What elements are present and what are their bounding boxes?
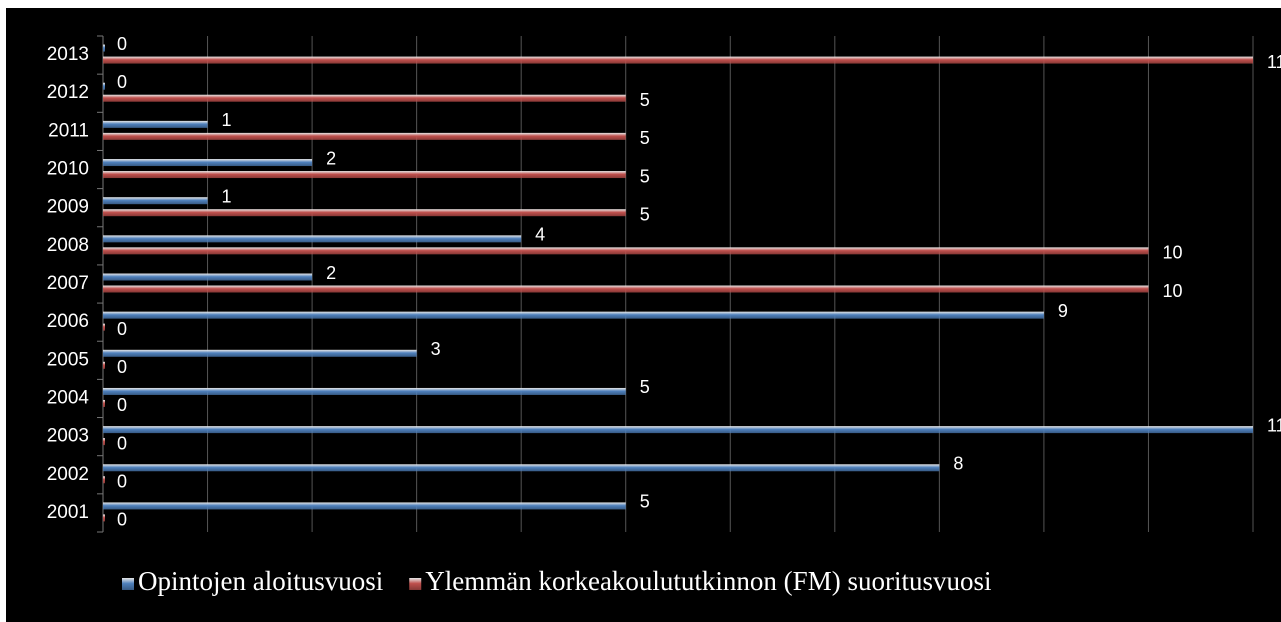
bar: [103, 311, 1044, 319]
data-label: 11: [1267, 415, 1281, 435]
bar: [103, 323, 105, 331]
data-label: 2: [326, 148, 336, 168]
bar: [103, 235, 522, 243]
data-label: 5: [640, 204, 650, 224]
data-label: 11: [1267, 52, 1281, 72]
bar: [103, 120, 208, 128]
y-tick-label: 2001: [47, 502, 89, 523]
bar: [103, 197, 208, 205]
data-label: 0: [117, 319, 127, 339]
legend-swatch: [122, 578, 134, 590]
y-tick-label: 2003: [47, 426, 89, 447]
bar: [103, 399, 105, 407]
bar: [103, 44, 105, 52]
data-label: 1: [222, 110, 232, 130]
data-label: 9: [1058, 301, 1068, 321]
y-tick-label: 2009: [47, 197, 89, 218]
y-tick-label: 2011: [48, 120, 89, 141]
data-label: 0: [117, 510, 127, 530]
bar: [103, 273, 313, 281]
bar: [103, 476, 105, 484]
bar: [103, 438, 105, 446]
data-label: 10: [1162, 243, 1182, 263]
bar: [103, 132, 626, 140]
data-label: 0: [117, 433, 127, 453]
bar: [103, 514, 105, 522]
bar: [103, 94, 626, 102]
legend-label: Opintojen aloitusvuosi: [138, 566, 383, 596]
bar: [103, 209, 626, 217]
bar: [103, 247, 1149, 255]
data-label: 5: [640, 377, 650, 397]
y-tick-label: 2007: [47, 273, 89, 294]
data-label: 8: [953, 454, 963, 474]
y-tick-label: 2006: [47, 311, 89, 332]
y-tick-label: 2004: [47, 387, 90, 408]
bar: [103, 285, 1149, 293]
data-label: 0: [117, 34, 127, 54]
y-tick-label: 2002: [47, 464, 89, 485]
data-label: 5: [640, 492, 650, 512]
bar: [103, 171, 626, 179]
data-label: 5: [640, 90, 650, 110]
bar: [103, 82, 105, 90]
bar: [103, 464, 940, 472]
y-tick-label: 2010: [47, 159, 89, 180]
data-label: 5: [640, 128, 650, 148]
y-tick-label: 2013: [47, 44, 89, 65]
y-tick-label: 2005: [47, 349, 89, 370]
legend-label: Ylemmän korkeakoulututkinnon (FM) suorit…: [425, 566, 991, 596]
data-label: 0: [117, 72, 127, 92]
data-label: 3: [431, 339, 441, 359]
bar: [103, 349, 417, 357]
bar: [103, 159, 313, 167]
bar: [103, 361, 105, 369]
y-tick-label: 2008: [47, 235, 89, 256]
data-label: 2: [326, 263, 336, 283]
data-label: 0: [117, 357, 127, 377]
data-label: 5: [640, 166, 650, 186]
y-tick-label: 2012: [47, 82, 89, 103]
data-label: 0: [117, 395, 127, 415]
data-label: 4: [535, 225, 545, 245]
bar: [103, 387, 626, 395]
legend-swatch: [409, 578, 422, 590]
bar: [103, 426, 1253, 434]
data-label: 0: [117, 472, 127, 492]
data-label: 1: [222, 186, 232, 206]
bar: [103, 56, 1253, 64]
bar: [103, 502, 626, 510]
data-label: 10: [1162, 281, 1182, 301]
